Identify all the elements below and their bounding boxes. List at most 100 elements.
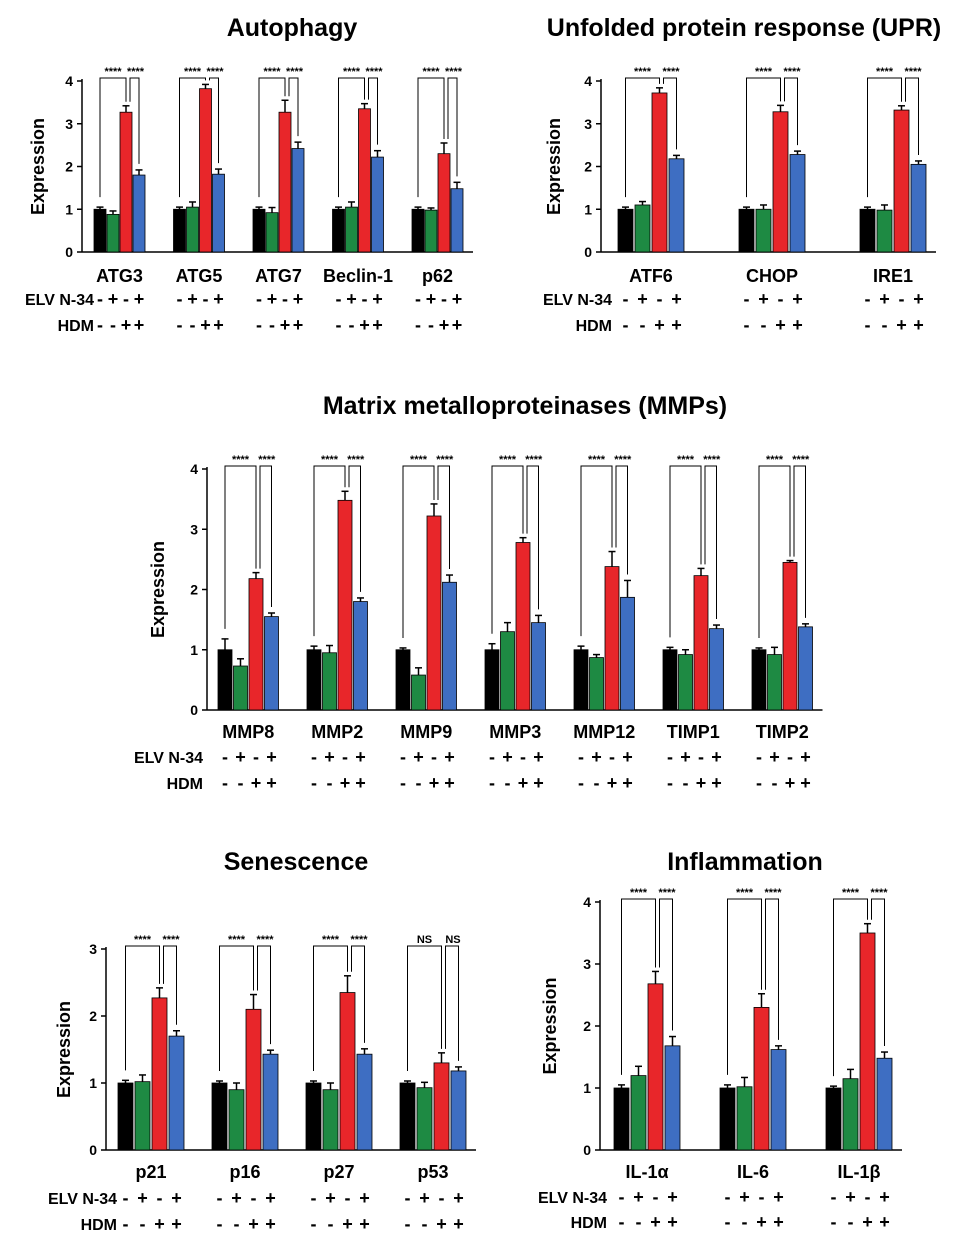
elv-sign: - — [345, 1188, 351, 1208]
elv-sign: + — [324, 747, 335, 767]
category-label: ATG5 — [176, 266, 223, 286]
significance-label: **** — [206, 66, 224, 78]
hdm-sign: - — [311, 773, 317, 793]
elv-sign: - — [203, 289, 209, 309]
significance-label: **** — [343, 66, 361, 78]
bar — [515, 542, 531, 711]
significance-bracket — [179, 77, 206, 198]
elv-sign: + — [667, 1187, 678, 1207]
hdm-sign: - — [405, 1214, 411, 1233]
bar — [450, 1070, 467, 1151]
significance-bracket — [348, 465, 361, 592]
significance-bracket — [402, 465, 435, 638]
elv-sign: + — [711, 747, 722, 767]
bar — [151, 997, 168, 1151]
elv-sign: + — [355, 747, 366, 767]
elv-sign: - — [311, 1188, 317, 1208]
bar — [119, 111, 133, 253]
elv-sign: + — [137, 1188, 148, 1208]
bar — [767, 654, 782, 711]
bar — [531, 622, 546, 711]
hdm-sign: + — [265, 1214, 276, 1233]
chart-title: Matrix metalloproteinases (MMPs) — [323, 392, 727, 420]
hdm-sign: - — [742, 1212, 748, 1232]
elv-sign: - — [123, 1188, 129, 1208]
hdm-sign: - — [327, 773, 333, 793]
hdm-sign: + — [213, 315, 224, 335]
elv-sign: + — [293, 289, 304, 309]
significance-label: **** — [499, 454, 517, 466]
bar — [500, 631, 515, 711]
hdm-sign: - — [725, 1212, 731, 1232]
hdm-sign: + — [785, 773, 796, 793]
elv-sign: - — [787, 747, 793, 767]
significance-bracket — [580, 465, 613, 637]
y-tick-label: 0 — [190, 702, 198, 718]
hdm-sign: + — [280, 315, 291, 335]
elv-sign: + — [413, 747, 424, 767]
category-label: p16 — [229, 1162, 260, 1182]
elv-row-label: ELV N-34 — [48, 1191, 117, 1208]
significance-label: **** — [347, 454, 365, 466]
y-tick-label: 4 — [583, 894, 591, 910]
bar — [664, 1045, 681, 1151]
bar — [573, 649, 589, 711]
elv-sign: - — [97, 289, 103, 309]
significance-label: **** — [614, 454, 632, 466]
significance-bracket — [621, 898, 656, 1075]
hdm-sign: - — [110, 315, 116, 335]
y-tick-label: 1 — [190, 642, 198, 658]
hdm-sign: - — [311, 1214, 317, 1233]
significance-bracket — [99, 77, 127, 198]
hdm-row-label: HDM — [576, 318, 612, 335]
y-tick-label: 4 — [65, 73, 73, 89]
hdm-row-label: HDM — [58, 318, 94, 335]
bar — [399, 1082, 416, 1151]
category-label: ATG3 — [96, 266, 143, 286]
elv-sign: + — [633, 1187, 644, 1207]
bar — [893, 109, 910, 253]
hdm-sign: - — [756, 773, 762, 793]
hdm-sign: + — [650, 1212, 661, 1232]
hdm-sign: + — [792, 315, 803, 335]
elv-sign: - — [865, 289, 871, 309]
elv-sign: + — [769, 747, 780, 767]
bar — [132, 174, 146, 253]
elv-sign: - — [415, 289, 421, 309]
bar — [245, 1008, 262, 1151]
bar — [233, 665, 248, 711]
significance-bracket — [338, 77, 365, 198]
hdm-sign: - — [238, 773, 244, 793]
elv-sign: - — [253, 747, 259, 767]
bar — [252, 208, 266, 253]
elv-sign: - — [441, 289, 447, 309]
bar — [604, 566, 620, 711]
hdm-sign: + — [896, 315, 907, 335]
hdm-sign: - — [428, 315, 434, 335]
hdm-sign: + — [340, 773, 351, 793]
y-tick-label: 0 — [89, 1142, 97, 1158]
category-label: IRE1 — [873, 266, 913, 286]
hdm-sign: - — [505, 773, 511, 793]
elv-sign: - — [431, 747, 437, 767]
elv-sign: + — [671, 289, 682, 309]
chart-title: Inflammation — [667, 848, 823, 876]
bar — [228, 1089, 245, 1151]
category-label: IL-6 — [737, 1162, 769, 1182]
hdm-sign: + — [355, 773, 366, 793]
category-label: Beclin-1 — [323, 266, 393, 286]
elv-sign: - — [400, 747, 406, 767]
significance-label: **** — [256, 934, 274, 946]
hdm-sign: - — [123, 1214, 129, 1233]
elv-sign: + — [213, 289, 224, 309]
significance-bracket — [871, 898, 885, 1047]
y-tick-label: 3 — [190, 521, 198, 537]
bar — [719, 1087, 736, 1151]
bar — [265, 212, 279, 253]
significance-bracket — [129, 77, 140, 164]
bar — [736, 1086, 753, 1151]
hdm-sign: + — [121, 315, 132, 335]
elv-sign: + — [773, 1187, 784, 1207]
y-tick-label: 3 — [583, 956, 591, 972]
